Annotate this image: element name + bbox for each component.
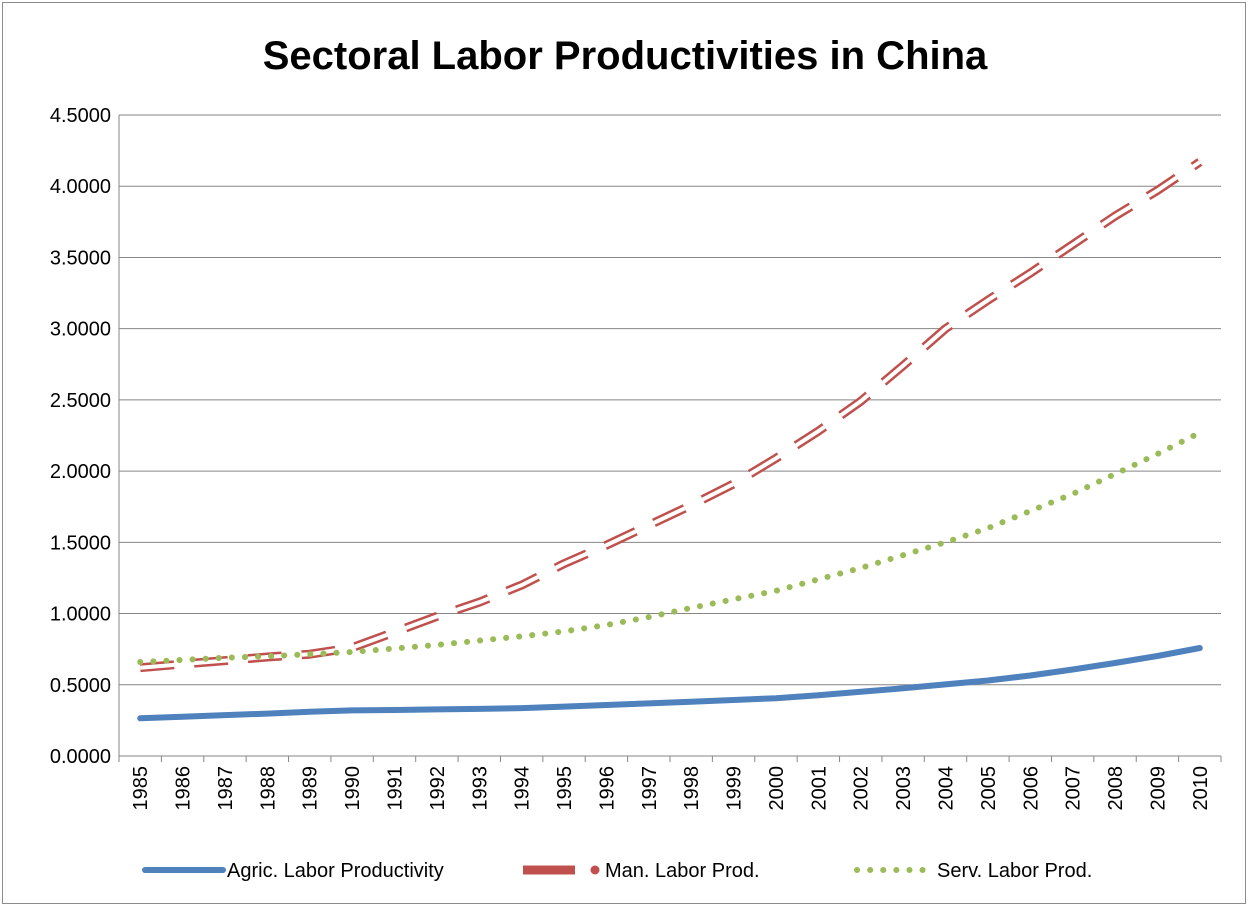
y-tick-label: 2.0000 — [50, 461, 111, 483]
x-tick-label: 1989 — [300, 766, 322, 811]
serv-series-line — [137, 429, 1203, 665]
x-tick-label: 1995 — [554, 766, 576, 811]
legend-item: Serv. Labor Prod. — [854, 860, 1092, 882]
y-tick-label: 1.0000 — [50, 604, 111, 626]
legend: Agric. Labor Productivity Man. Labor Prod… — [142, 860, 1092, 882]
x-tick-label: 1996 — [596, 766, 618, 811]
legend-item: Man. Labor Prod. — [523, 860, 760, 882]
x-tick-label: 1985 — [130, 766, 152, 811]
x-tick-label: 1990 — [342, 766, 364, 811]
y-tick-label: 2.5000 — [50, 390, 111, 412]
line-chart: Sectoral Labor Productivities in China 0… — [50, 34, 1222, 882]
x-tick-label: 1991 — [385, 766, 407, 811]
y-tick-label: 4.5000 — [50, 105, 111, 127]
x-tick-label: 2007 — [1063, 766, 1085, 811]
agric-series-line — [137, 645, 1203, 722]
legend-label: Serv. Labor Prod. — [937, 860, 1092, 882]
x-tick-label: 1999 — [724, 766, 746, 811]
x-tick-label: 2000 — [766, 766, 788, 811]
x-tick-label: 1988 — [257, 766, 279, 811]
x-tick-label: 2001 — [808, 766, 830, 811]
x-tick-label: 1994 — [512, 766, 534, 811]
x-tick-label: 1987 — [215, 766, 237, 811]
chart-title: Sectoral Labor Productivities in China — [263, 34, 988, 78]
y-axis-ticks: 0.0000 0.5000 1.0000 1.5000 2.0000 2.5000 3.00… — [50, 105, 111, 768]
x-tick-label: 2002 — [851, 766, 873, 811]
y-tick-label: 0.0000 — [50, 746, 111, 768]
y-tick-label: 1.5000 — [50, 532, 111, 554]
x-tick-label: 2005 — [978, 766, 1000, 811]
x-tick-label: 1997 — [639, 766, 661, 811]
x-tick-label: 1986 — [173, 766, 195, 811]
legend-label: Man. Labor Prod. — [605, 860, 760, 882]
x-tick-label: 2008 — [1105, 766, 1127, 811]
man-series-line — [139, 158, 1203, 673]
x-axis-ticks: 1985 1986 1987 1988 1989 1990 1991 1992 1993 1994… — [118, 756, 1222, 811]
gridlines — [118, 114, 1221, 757]
man-series-line-inner — [140, 160, 1201, 670]
x-tick-label: 2010 — [1190, 766, 1212, 811]
y-tick-label: 0.5000 — [50, 675, 111, 697]
series-lines — [137, 158, 1203, 722]
legend-swatch-dot — [590, 865, 600, 875]
x-tick-label: 1998 — [681, 766, 703, 811]
legend-item: Agric. Labor Productivity — [142, 860, 444, 882]
x-tick-label: 1993 — [469, 766, 491, 811]
x-tick-label: 2003 — [893, 766, 915, 811]
x-tick-label: 2006 — [1020, 766, 1042, 811]
x-tick-label: 1992 — [427, 766, 449, 811]
y-tick-label: 4.0000 — [50, 176, 111, 198]
y-tick-label: 3.0000 — [50, 319, 111, 341]
legend-label: Agric. Labor Productivity — [227, 860, 444, 882]
y-tick-label: 3.5000 — [50, 247, 111, 269]
x-tick-label: 2009 — [1147, 766, 1169, 811]
x-tick-label: 2004 — [936, 766, 958, 811]
